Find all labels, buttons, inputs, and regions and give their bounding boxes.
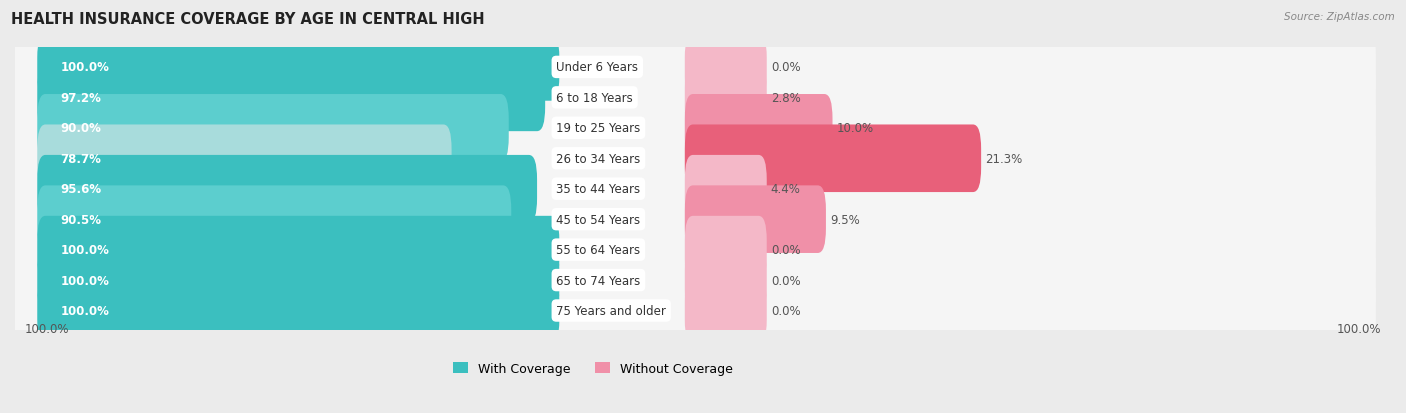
Text: 4.4%: 4.4%	[770, 183, 800, 196]
FancyBboxPatch shape	[10, 163, 1376, 276]
FancyBboxPatch shape	[37, 34, 560, 102]
FancyBboxPatch shape	[10, 254, 1376, 368]
Text: 90.5%: 90.5%	[60, 213, 101, 226]
Text: 100.0%: 100.0%	[60, 61, 110, 74]
Text: 19 to 25 Years: 19 to 25 Years	[557, 122, 641, 135]
FancyBboxPatch shape	[685, 156, 766, 223]
Text: 10.0%: 10.0%	[837, 122, 873, 135]
Text: Source: ZipAtlas.com: Source: ZipAtlas.com	[1284, 12, 1395, 22]
Text: 100.0%: 100.0%	[25, 323, 70, 335]
Text: 0.0%: 0.0%	[770, 274, 800, 287]
FancyBboxPatch shape	[685, 216, 766, 284]
FancyBboxPatch shape	[10, 133, 1376, 246]
FancyBboxPatch shape	[685, 277, 766, 344]
Text: 6 to 18 Years: 6 to 18 Years	[557, 92, 633, 104]
Text: 0.0%: 0.0%	[770, 244, 800, 256]
FancyBboxPatch shape	[10, 223, 1376, 337]
FancyBboxPatch shape	[37, 216, 560, 284]
Text: 90.0%: 90.0%	[60, 122, 101, 135]
FancyBboxPatch shape	[37, 247, 560, 314]
FancyBboxPatch shape	[37, 186, 512, 253]
FancyBboxPatch shape	[37, 156, 537, 223]
FancyBboxPatch shape	[37, 277, 560, 344]
Text: 2.8%: 2.8%	[770, 92, 800, 104]
FancyBboxPatch shape	[685, 125, 981, 192]
Legend: With Coverage, Without Coverage: With Coverage, Without Coverage	[453, 362, 733, 375]
FancyBboxPatch shape	[37, 95, 509, 162]
Text: 100.0%: 100.0%	[1336, 323, 1381, 335]
Text: 0.0%: 0.0%	[770, 304, 800, 317]
FancyBboxPatch shape	[685, 95, 832, 162]
FancyBboxPatch shape	[685, 186, 825, 253]
FancyBboxPatch shape	[685, 34, 766, 102]
Text: Under 6 Years: Under 6 Years	[557, 61, 638, 74]
Text: 45 to 54 Years: 45 to 54 Years	[557, 213, 640, 226]
Text: 9.5%: 9.5%	[830, 213, 859, 226]
Text: 0.0%: 0.0%	[770, 61, 800, 74]
Text: HEALTH INSURANCE COVERAGE BY AGE IN CENTRAL HIGH: HEALTH INSURANCE COVERAGE BY AGE IN CENT…	[11, 12, 485, 27]
FancyBboxPatch shape	[10, 193, 1376, 307]
FancyBboxPatch shape	[685, 64, 766, 132]
Text: 75 Years and older: 75 Years and older	[557, 304, 666, 317]
Text: 55 to 64 Years: 55 to 64 Years	[557, 244, 640, 256]
FancyBboxPatch shape	[10, 11, 1376, 125]
FancyBboxPatch shape	[10, 102, 1376, 216]
FancyBboxPatch shape	[37, 64, 546, 132]
Text: 95.6%: 95.6%	[60, 183, 101, 196]
FancyBboxPatch shape	[10, 41, 1376, 155]
Text: 100.0%: 100.0%	[60, 274, 110, 287]
Text: 26 to 34 Years: 26 to 34 Years	[557, 152, 641, 165]
FancyBboxPatch shape	[37, 125, 451, 192]
Text: 65 to 74 Years: 65 to 74 Years	[557, 274, 641, 287]
Text: 78.7%: 78.7%	[60, 152, 101, 165]
Text: 100.0%: 100.0%	[60, 304, 110, 317]
Text: 35 to 44 Years: 35 to 44 Years	[557, 183, 640, 196]
Text: 100.0%: 100.0%	[60, 244, 110, 256]
Text: 97.2%: 97.2%	[60, 92, 101, 104]
FancyBboxPatch shape	[10, 72, 1376, 185]
FancyBboxPatch shape	[685, 247, 766, 314]
Text: 21.3%: 21.3%	[986, 152, 1022, 165]
